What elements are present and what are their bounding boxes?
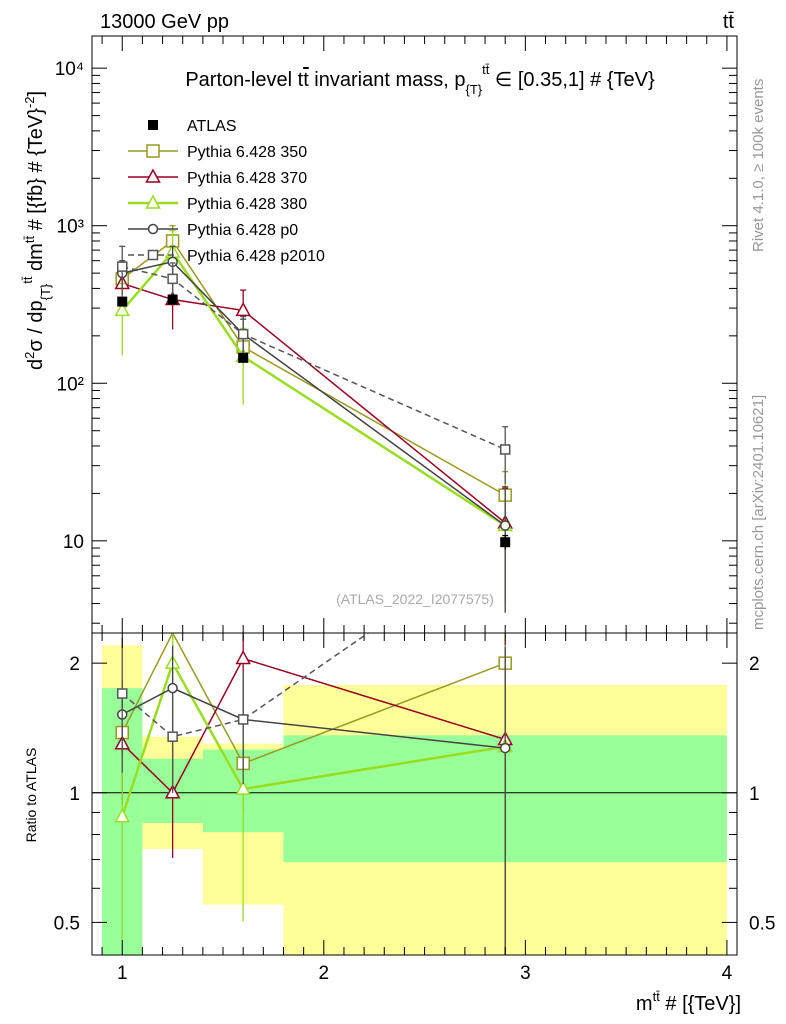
ratio-y-axis: 0.5 0.5 1 1 2 2: [54, 654, 776, 934]
main-x-ticks: [101, 36, 728, 633]
legend-entry: Pythia 6.428 p0: [128, 222, 298, 239]
analysis-tag: (ATLAS_2022_I2077575): [336, 591, 494, 607]
series-atlas: [117, 294, 511, 550]
main-data-layer: [114, 225, 513, 613]
data-point: [116, 261, 128, 272]
y-tick-label: 10: [63, 532, 84, 553]
ratio-line: [121, 633, 370, 738]
collision-label: 13000 GeV pp: [100, 11, 229, 33]
series-pythia-6-428-350: [115, 225, 512, 532]
y-tick-label: 10³: [57, 217, 84, 238]
y-tick-label: 10²: [57, 374, 84, 395]
ratio-tick-label-right: 0.5: [749, 913, 775, 934]
ratio-tick-label-right: 2: [749, 654, 760, 675]
ratio-axis-label: Ratio to ATLAS: [23, 748, 39, 843]
data-point: [235, 301, 251, 317]
x-tick-label: 3: [520, 963, 531, 984]
x-tick-label: 1: [117, 963, 128, 984]
ratio-point: [167, 731, 178, 742]
ratio-line: [121, 687, 506, 749]
legend-label: Pythia 6.428 370: [187, 170, 307, 187]
series-pythia-6-428-370: [114, 265, 513, 604]
data-point: [167, 294, 178, 305]
ratio-line: [121, 633, 506, 765]
legend-marker: [148, 120, 158, 130]
ratio-point: [116, 688, 128, 699]
legend-marker: [145, 168, 161, 183]
series-line: [122, 260, 506, 527]
ratio-tick-label: 0.5: [54, 913, 80, 934]
legend-marker: [147, 249, 159, 261]
series-pythia-6-428-p2010-ratio: [116, 633, 370, 794]
legend-entry: Pythia 6.428 350: [128, 144, 307, 161]
ratio-tick-label-right: 1: [749, 784, 760, 805]
series-line: [121, 250, 506, 527]
main-y-axis: 10 10² 10³ 10⁴: [55, 59, 737, 624]
x-axis: 1 2 3 4: [101, 633, 733, 984]
series-line: [122, 265, 506, 451]
chart-title: Parton-level tt invariant mass, p{T}tt̄ …: [185, 62, 655, 97]
x-tick-label: 4: [722, 963, 733, 984]
ratio-point: [235, 780, 251, 795]
ratio-line: [121, 660, 506, 818]
ratio-point: [235, 649, 251, 665]
data-point: [117, 296, 128, 307]
legend-label: Pythia 6.428 350: [187, 144, 307, 161]
ratio-point: [499, 742, 511, 754]
legend: ATLAS Pythia 6.428 350 Pythia 6.428 370 Pyt…: [128, 118, 325, 265]
legend-label: Pythia 6.428 p0: [187, 222, 298, 239]
legend-label: ATLAS: [187, 118, 237, 135]
data-point: [167, 273, 178, 285]
rivet-version-label: Rivet 4.1.0, ≥ 100k events: [750, 79, 767, 252]
legend-entry: Pythia 6.428 370: [128, 168, 307, 187]
ratio-panel: 0.5 0.5 1 1 2 2 1 2 3 4: [54, 632, 776, 984]
legend-marker: [145, 194, 161, 209]
ratio-tick-label: 1: [69, 784, 80, 805]
ratio-point: [167, 682, 178, 694]
series-pythia-6-428-380: [114, 230, 513, 613]
data-point: [238, 352, 249, 363]
data-point: [500, 537, 511, 548]
data-point: [114, 301, 130, 317]
ratio-uncertainty-bands: [92, 645, 737, 955]
ratio-point: [114, 808, 130, 823]
legend-entry: Pythia 6.428 380: [128, 194, 307, 213]
main-panel: 10 10² 10³ 10⁴ Parton-level tt invariant ma…: [55, 35, 738, 634]
legend-label: Pythia 6.428 380: [187, 196, 307, 213]
process-label: tt̄: [723, 11, 735, 33]
mcplots-label: mcplots.cern.ch [arXiv:2401.10621]: [750, 395, 767, 630]
y-tick-label: 10⁴: [55, 59, 84, 80]
series-pythia-6-428-p2010: [116, 245, 511, 484]
legend-marker: [147, 223, 159, 235]
legend-label: Pythia 6.428 p2010: [187, 248, 325, 265]
legend-entry: Pythia 6.428 p2010: [128, 248, 325, 265]
data-point: [499, 444, 511, 455]
x-axis-label: mtt̄ # [{TeV}]: [636, 989, 741, 1015]
data-point: [237, 328, 249, 340]
ratio-data-layer: [114, 633, 513, 955]
series-pythia-6-428-p0-ratio: [116, 645, 511, 955]
series-line: [121, 239, 506, 496]
x-tick-label: 2: [319, 963, 330, 984]
ratio-point: [237, 714, 249, 725]
ratio-tick-label: 2: [69, 654, 80, 675]
y-axis-label: d2σ / dp{T}tt̄ dmtt̄ # [{fb} # {TeV}-2]: [20, 91, 53, 370]
data-point: [499, 520, 511, 531]
legend-marker: [146, 144, 160, 158]
ratio-plot-frame: [91, 632, 738, 956]
legend-entry: ATLAS: [148, 118, 237, 135]
